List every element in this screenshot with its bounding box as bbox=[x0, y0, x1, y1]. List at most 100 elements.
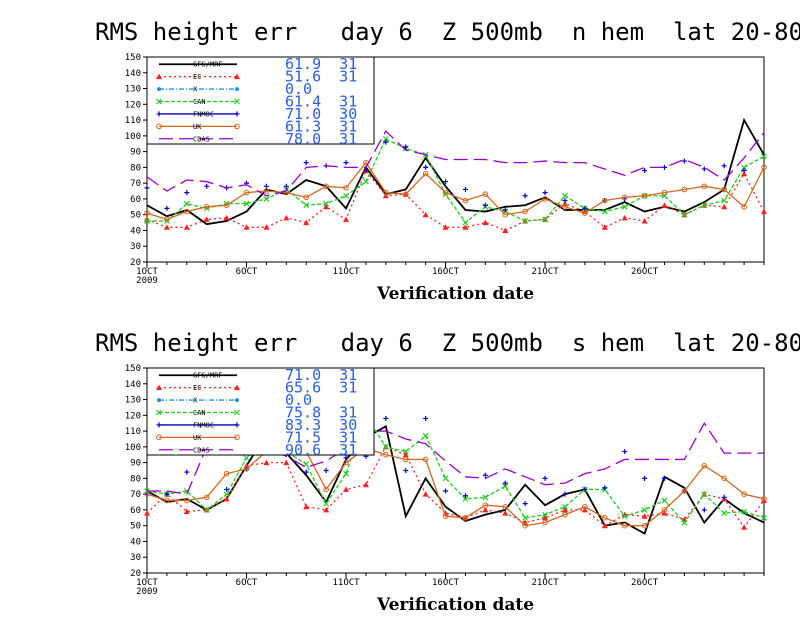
x-marker bbox=[502, 483, 509, 490]
x-tick-sublabel: 2009 bbox=[136, 276, 158, 286]
circle-marker bbox=[701, 462, 708, 469]
circle-marker bbox=[223, 202, 230, 209]
plus-marker bbox=[443, 179, 449, 185]
y-tick-label: 50 bbox=[130, 211, 141, 221]
series-line-cdas bbox=[146, 130, 765, 197]
plus-marker bbox=[303, 469, 309, 475]
x-marker bbox=[363, 178, 369, 185]
circle-marker bbox=[203, 204, 210, 210]
triangle-marker bbox=[661, 202, 668, 208]
series-line-gfs-mrf bbox=[146, 117, 765, 226]
y-tick-label: 60 bbox=[130, 195, 141, 205]
circle-marker bbox=[156, 434, 162, 441]
plus-marker bbox=[343, 160, 349, 166]
triangle-marker bbox=[263, 224, 270, 230]
x-marker bbox=[234, 98, 240, 105]
circle-marker bbox=[323, 486, 329, 493]
triangle-marker bbox=[601, 224, 608, 230]
x-marker bbox=[462, 219, 469, 226]
x-tick-sublabel: 2009 bbox=[136, 587, 158, 597]
plus-marker bbox=[542, 475, 548, 481]
y-tick-label: 130 bbox=[125, 85, 141, 95]
plus-marker bbox=[323, 468, 329, 473]
y-tick-label: 140 bbox=[125, 69, 141, 79]
legend-series-stat: 71.5 31 bbox=[285, 428, 357, 446]
circle-marker bbox=[582, 503, 588, 510]
y-tick-label: 20 bbox=[130, 258, 141, 268]
circle-marker bbox=[661, 189, 668, 196]
circle-marker bbox=[482, 191, 489, 197]
y-tick-label: 80 bbox=[130, 163, 141, 173]
circle-marker bbox=[164, 497, 170, 504]
x-marker bbox=[303, 202, 310, 209]
x-tick-label: 26OCT bbox=[631, 267, 659, 277]
plus-marker bbox=[383, 139, 389, 145]
circle-marker bbox=[562, 511, 568, 518]
y-tick-label: 90 bbox=[130, 148, 141, 158]
triangle-marker bbox=[362, 481, 369, 488]
triangle-marker bbox=[343, 486, 350, 492]
y-tick-label: 100 bbox=[125, 443, 141, 453]
plot-frame bbox=[146, 367, 765, 574]
x-marker bbox=[323, 200, 330, 207]
circle-marker bbox=[203, 494, 210, 501]
x-marker bbox=[621, 203, 628, 210]
circle-marker bbox=[522, 522, 528, 529]
plus-marker bbox=[234, 422, 240, 428]
x-marker bbox=[203, 506, 210, 513]
legend-series-stat: 61.4 31 bbox=[285, 93, 357, 111]
plus-marker bbox=[602, 485, 608, 491]
series-line-can bbox=[147, 138, 765, 224]
y-tick-label: 110 bbox=[125, 116, 141, 126]
legend-series-stat: 90.6 31 bbox=[285, 441, 357, 459]
triangle-marker bbox=[721, 203, 728, 210]
plus-marker bbox=[204, 183, 210, 189]
x-marker bbox=[641, 506, 648, 513]
plus-marker bbox=[721, 163, 727, 169]
plus-marker bbox=[741, 168, 747, 174]
circle-marker bbox=[761, 496, 767, 502]
x-tick-label: 11OCT bbox=[332, 578, 360, 588]
x-tick-label: 26OCT bbox=[631, 578, 659, 588]
circle-marker bbox=[741, 491, 747, 497]
plus-marker bbox=[156, 111, 162, 117]
triangle-marker bbox=[482, 219, 489, 226]
triangle-marker bbox=[561, 506, 568, 513]
triangle-marker bbox=[343, 216, 350, 222]
plus-marker bbox=[502, 207, 508, 213]
legend-series-name: CDAS bbox=[193, 135, 210, 143]
triangle-marker bbox=[323, 203, 330, 210]
x-marker bbox=[701, 202, 708, 209]
y-tick-label: 130 bbox=[125, 396, 141, 406]
plus-marker bbox=[661, 475, 667, 481]
plus-marker bbox=[562, 198, 568, 203]
plus-marker bbox=[482, 202, 488, 208]
triangle-marker bbox=[163, 224, 170, 230]
triangle-marker bbox=[283, 214, 290, 221]
x-marker bbox=[402, 448, 409, 455]
x-marker bbox=[442, 475, 449, 482]
series-line-uk bbox=[146, 161, 765, 221]
circle-marker bbox=[243, 189, 250, 196]
circle-marker bbox=[383, 189, 389, 196]
legend-series-name: GFS/MRF bbox=[193, 61, 223, 69]
x-marker bbox=[234, 409, 240, 416]
circle-marker bbox=[542, 519, 548, 526]
triangle-marker bbox=[661, 510, 668, 516]
legend-series-stat: 71.0 30 bbox=[285, 105, 357, 123]
plus-marker bbox=[462, 493, 468, 499]
circle-marker bbox=[721, 186, 727, 193]
x-tick-label: 21OCT bbox=[532, 267, 560, 277]
x-tick-label: 16OCT bbox=[432, 267, 460, 277]
legend-series-stat: 65.6 31 bbox=[285, 379, 357, 397]
plus-marker bbox=[642, 475, 648, 481]
circle-marker bbox=[184, 497, 190, 504]
x-marker bbox=[741, 164, 748, 171]
x-marker bbox=[621, 513, 628, 520]
triangle-marker bbox=[183, 224, 190, 230]
triangle-marker bbox=[203, 216, 210, 222]
circle-marker bbox=[402, 191, 409, 197]
legend-series-name: UK bbox=[193, 123, 202, 131]
circle-marker bbox=[223, 470, 230, 477]
plus-marker bbox=[622, 449, 628, 455]
